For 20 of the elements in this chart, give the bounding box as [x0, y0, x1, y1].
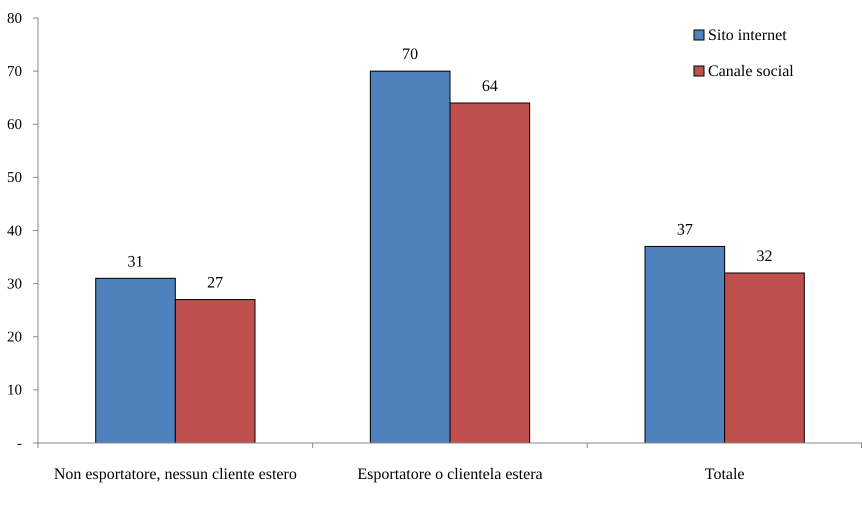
y-tick-label: 80 — [7, 10, 22, 27]
y-tick-label: 60 — [7, 117, 22, 134]
x-tick-label: Non esportatore, nessun cliente estero — [54, 466, 297, 483]
y-tick-label: 50 — [7, 170, 22, 186]
x-tick-label: Totale — [704, 466, 745, 483]
y-tick-label: 20 — [7, 330, 22, 346]
y-tick-label: - — [17, 436, 22, 452]
x-tick-label: Esportatore o clientela estera — [357, 466, 543, 483]
data-label: 70 — [402, 46, 418, 64]
data-label: 37 — [676, 221, 693, 238]
data-label: 31 — [128, 253, 144, 270]
legend-label: Canale social — [708, 63, 794, 80]
data-label: 32 — [756, 248, 772, 265]
y-tick-label: 30 — [7, 276, 22, 292]
y-tick-label: 40 — [7, 223, 22, 240]
y-tick-label: 70 — [7, 64, 22, 80]
data-label: 27 — [207, 274, 224, 292]
data-label: 64 — [482, 78, 498, 95]
y-tick-label: 10 — [7, 382, 22, 399]
legend-label: Sito internet — [708, 27, 788, 44]
